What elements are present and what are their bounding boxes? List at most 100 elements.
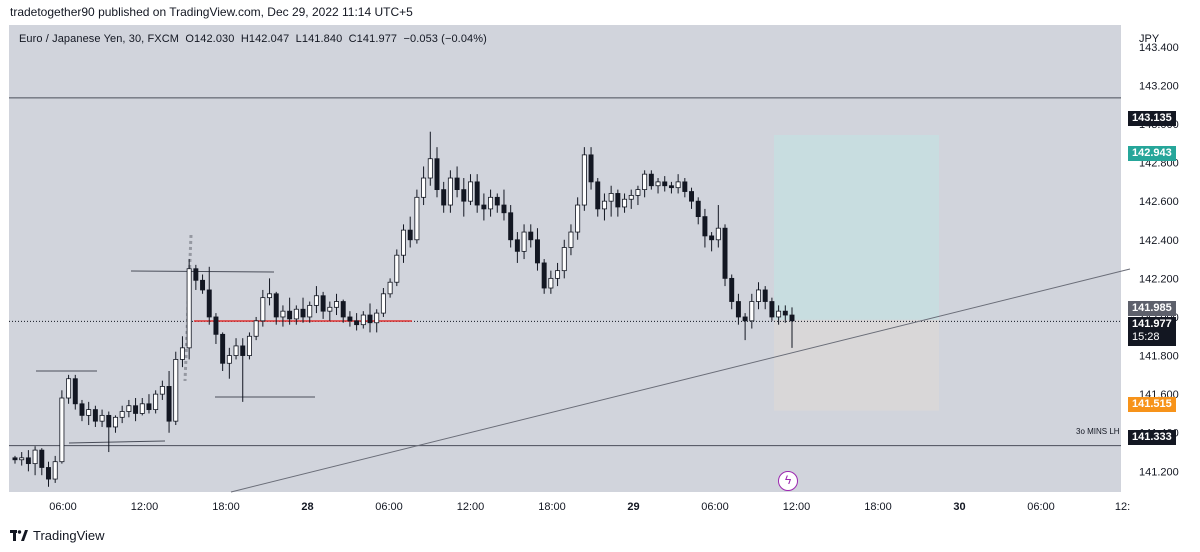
time-tick-label: 12:	[1115, 501, 1130, 513]
candlestick-chart[interactable]: 143.400143.200143.000142.800142.600142.4…	[9, 25, 1191, 518]
candle-body	[762, 289, 768, 302]
candle-body	[601, 200, 607, 210]
candle-body	[46, 467, 51, 480]
candle-body	[220, 333, 226, 364]
resistance-price-label: 143.135	[1128, 111, 1176, 126]
candle-body	[581, 154, 587, 206]
legend-low: L141.840	[295, 33, 343, 45]
candle-body	[414, 196, 420, 241]
candle-body	[327, 306, 333, 312]
candle-body	[662, 181, 668, 187]
candle-body	[126, 405, 132, 412]
candle-body	[735, 301, 741, 318]
candle-body	[354, 320, 360, 326]
time-tick-label: 18:00	[864, 501, 892, 513]
candle-body	[642, 173, 648, 190]
candle-body	[394, 254, 400, 283]
candle-body	[206, 289, 212, 318]
candle-body	[481, 204, 487, 210]
candle-body	[528, 231, 534, 241]
candle-body	[66, 378, 72, 399]
candle-body	[347, 316, 353, 322]
entry-price-label: 141.985	[1128, 301, 1176, 316]
candle-body	[387, 281, 393, 295]
candle-body	[86, 409, 92, 416]
time-tick-label: 18:00	[212, 501, 240, 513]
lightning-bolt-icon[interactable]: ϟ	[778, 471, 798, 491]
chart-area[interactable]: 143.400143.200143.000142.800142.600142.4…	[9, 25, 1191, 518]
currency-label[interactable]: JPY	[1139, 33, 1160, 45]
candle-body	[742, 316, 748, 322]
candle-body	[374, 312, 380, 324]
candle-body	[106, 414, 112, 428]
candle-body	[494, 196, 500, 206]
candle-body	[240, 345, 246, 356]
candle-body	[434, 158, 440, 190]
time-tick-label: 12:00	[457, 501, 485, 513]
candle-body	[293, 308, 299, 320]
candle-body	[561, 247, 567, 272]
candle-body	[79, 403, 85, 416]
candle-body	[200, 279, 206, 291]
time-axis-area	[9, 492, 1121, 518]
price-tick-label: 141.200	[1139, 466, 1179, 478]
time-tick-label: 06:00	[701, 501, 729, 513]
candle-body	[575, 204, 581, 233]
candle-body	[39, 449, 45, 468]
candle-body	[273, 293, 279, 318]
candle-body	[72, 378, 78, 405]
footer-brand[interactable]: TradingView	[10, 528, 105, 543]
candle-body	[139, 403, 145, 414]
candle-body	[454, 177, 460, 190]
last-price-value: 141.977	[1132, 318, 1172, 330]
candle-body	[146, 403, 152, 410]
candle-body	[615, 193, 621, 208]
candle-body	[25, 457, 31, 465]
candle-body	[367, 314, 373, 324]
candle-body	[789, 314, 795, 322]
price-tick-label: 143.200	[1139, 80, 1179, 92]
target-zone	[774, 134, 939, 320]
candle-body	[427, 158, 433, 179]
candle-body	[166, 386, 172, 422]
candle-body	[407, 229, 413, 241]
candle-body	[655, 181, 661, 187]
target-price-label: 142.943	[1128, 146, 1176, 161]
symbol-name[interactable]: Euro / Japanese Yen, 30, FXCM	[19, 33, 180, 45]
candle-body	[548, 277, 554, 289]
candle-body	[722, 227, 728, 279]
time-tick-label: 18:00	[538, 501, 566, 513]
candle-body	[280, 310, 286, 318]
range-high-line	[130, 270, 275, 273]
candle-body	[401, 229, 406, 256]
price-tick-label: 142.600	[1139, 196, 1179, 208]
candle-body	[534, 239, 540, 264]
legend-high: H142.047	[240, 33, 290, 45]
legend-change: −0.053 (−0.04%)	[403, 33, 487, 45]
candle-body	[709, 235, 715, 241]
candle-body	[334, 301, 339, 308]
candle-body	[133, 405, 139, 414]
candle-body	[782, 310, 788, 316]
stop-zone	[774, 319, 939, 411]
candle-body	[595, 181, 601, 210]
support-price-label: 141.333	[1128, 430, 1176, 445]
candle-body	[521, 231, 527, 252]
candle-body	[474, 181, 480, 206]
candle-body	[99, 414, 105, 422]
candle-body	[92, 409, 98, 422]
candle-body	[193, 268, 199, 281]
candle-body	[226, 355, 232, 364]
candle-body	[421, 177, 427, 198]
candle-body	[260, 297, 266, 322]
publish-credit: tradetogether90 published on TradingView…	[10, 5, 413, 19]
candle-body	[695, 200, 701, 218]
candle-body	[52, 461, 58, 480]
candle-body	[555, 270, 561, 279]
candle-body	[186, 268, 192, 349]
candle-body	[488, 196, 494, 210]
legend-open: O142.030	[185, 33, 235, 45]
candle-body	[702, 216, 708, 237]
candle-body	[689, 191, 695, 202]
candle-body	[307, 304, 313, 318]
